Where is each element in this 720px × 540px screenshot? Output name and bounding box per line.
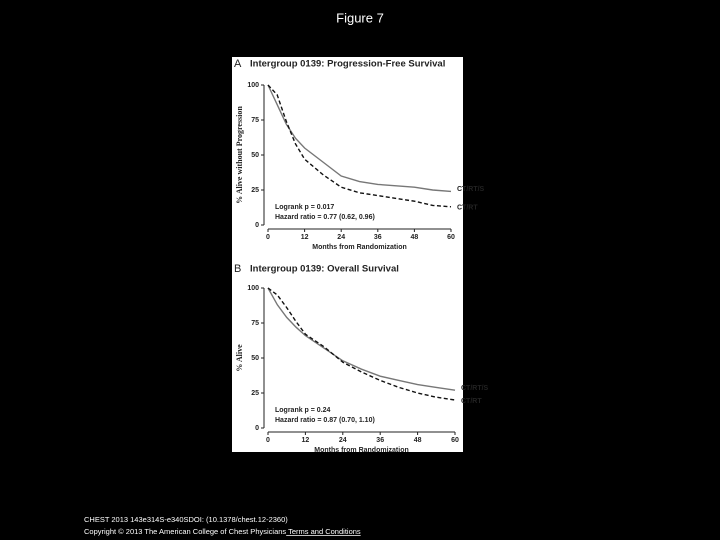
x-tick-label: 0 (266, 437, 270, 444)
x-tick-label: 0 (266, 234, 270, 241)
series-label: CT/RT (461, 398, 482, 405)
figure-panel (232, 57, 463, 452)
y-tick-label: 50 (251, 152, 259, 159)
annotation: Hazard ratio = 0.77 (0.62, 0.96) (275, 214, 375, 221)
y-tick-label: 75 (251, 117, 259, 124)
survival-curve (267, 84, 452, 193)
y-axis-label: % Alive (235, 344, 244, 372)
x-tick-label: 36 (376, 437, 384, 444)
x-tick-label: 60 (451, 437, 459, 444)
terms-link[interactable]: Terms and Conditions (286, 527, 361, 536)
x-tick-label: 48 (411, 234, 419, 241)
y-tick-label: 25 (251, 187, 259, 194)
annotation: Logrank p = 0.24 (275, 407, 331, 414)
y-tick-label: 75 (251, 320, 259, 327)
y-tick-label: 0 (255, 425, 259, 432)
x-axis-label: Months from Randomization (314, 447, 409, 454)
y-tick-label: 100 (247, 82, 259, 89)
chart-title: Intergroup 0139: Overall Survival (250, 264, 399, 275)
x-tick-label: 12 (302, 437, 310, 444)
annotation: Logrank p = 0.017 (275, 204, 334, 211)
x-tick-label: 12 (301, 234, 309, 241)
series-label: CT/RT (457, 205, 478, 212)
copyright: Copyright © 2013 The American College of… (84, 527, 361, 536)
panel-label: B (234, 263, 241, 275)
x-tick-label: 60 (447, 234, 455, 241)
y-axis-label: % Alive without Progression (235, 106, 244, 204)
copyright-text: Copyright © 2013 The American College of… (84, 527, 286, 536)
x-tick-label: 36 (374, 234, 382, 241)
x-axis-label: Months from Randomization (312, 244, 407, 251)
y-tick-label: 50 (251, 355, 259, 362)
y-tick-label: 25 (251, 390, 259, 397)
x-tick-label: 24 (337, 234, 345, 241)
annotation: Hazard ratio = 0.87 (0.70, 1.10) (275, 417, 375, 424)
series-label: CT/RT/S (457, 186, 485, 193)
series-label: CT/RT/S (461, 385, 489, 392)
citation: CHEST 2013 143e314S-e340SDOI: (10.1378/c… (84, 515, 288, 524)
survival-curve (267, 287, 456, 391)
terms-link-text[interactable]: Terms and Conditions (286, 527, 361, 536)
x-tick-label: 24 (339, 437, 347, 444)
survival-curve (267, 287, 456, 401)
panel-label: A (234, 58, 242, 70)
y-tick-label: 100 (247, 285, 259, 292)
chart-title: Intergroup 0139: Progression-Free Surviv… (250, 59, 445, 70)
charts: A Intergroup 0139: Progression-Free Survi… (234, 58, 489, 454)
slide-title: Figure 7 (336, 10, 384, 25)
survival-curve (267, 84, 452, 208)
y-tick-label: 0 (255, 222, 259, 229)
x-tick-label: 48 (414, 437, 422, 444)
